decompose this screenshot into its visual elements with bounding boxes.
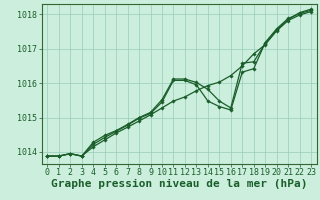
X-axis label: Graphe pression niveau de la mer (hPa): Graphe pression niveau de la mer (hPa)	[51, 179, 308, 189]
